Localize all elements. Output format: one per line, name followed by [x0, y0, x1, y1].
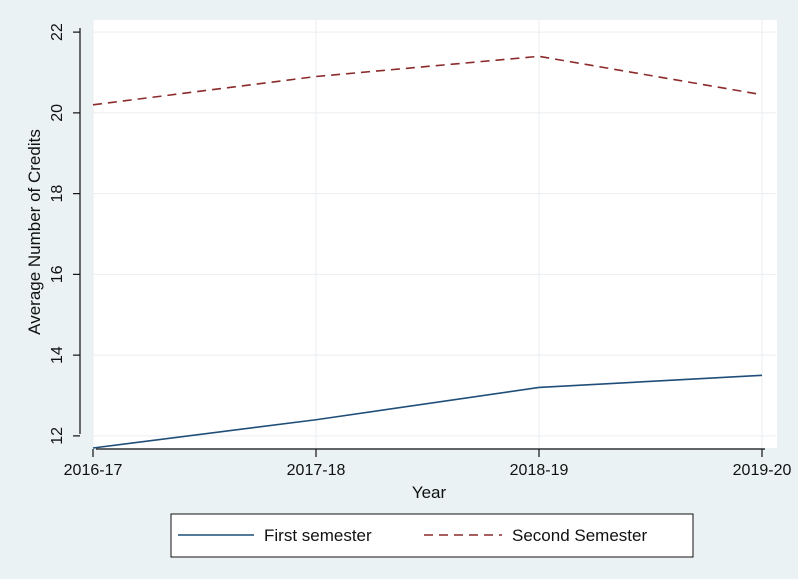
series-line-second-semester — [92, 55, 763, 106]
y-tick-label: 14 — [49, 346, 66, 364]
y-tick-label: 20 — [49, 104, 66, 122]
x-tick-label: 2019-20 — [733, 462, 792, 479]
y-ticks: 12 14 16 18 20 22 — [49, 23, 80, 445]
x-tick-label: 2016-17 — [64, 462, 123, 479]
y-tick-label: 18 — [49, 185, 66, 203]
legend: First semester Second Semester — [170, 513, 694, 558]
gridlines — [92, 20, 776, 448]
x-axis-title: Year — [412, 483, 447, 502]
series-line-first-semester — [92, 374, 763, 449]
y-axis-title: Average Number of Credits — [25, 129, 44, 335]
y-tick-label: 16 — [49, 265, 66, 283]
legend-label-first-semester: First semester — [264, 526, 372, 545]
y-tick-label: 12 — [49, 427, 66, 445]
x-tick-label: 2017-18 — [287, 462, 346, 479]
legend-label-second-semester: Second Semester — [512, 526, 647, 545]
x-ticks: 2016-17 2017-18 2018-19 2019-20 — [64, 449, 792, 479]
y-tick-label: 22 — [49, 23, 66, 41]
plot-background — [93, 20, 777, 448]
x-tick-label: 2018-19 — [510, 462, 569, 479]
series-lines — [92, 55, 763, 449]
axes — [79, 28, 765, 450]
